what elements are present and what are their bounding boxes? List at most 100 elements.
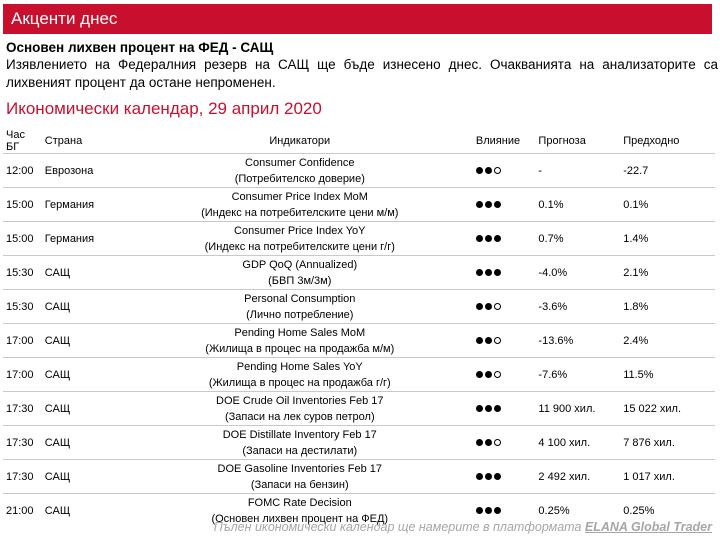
impact-dot-filled-icon [484, 507, 492, 515]
cell-impact [472, 323, 536, 358]
indicator-translation: (Лично потребление) [246, 308, 354, 321]
cell-time: 21:00 [6, 504, 34, 517]
cell-forecast: - [535, 153, 621, 188]
platform-link[interactable]: ELANA Global Trader [584, 520, 712, 534]
impact-dot-filled-icon [475, 473, 483, 481]
cell-impact [472, 459, 536, 494]
impact-dot-filled-icon [484, 201, 492, 209]
footer-note: Пълен икономически календар ще намерите … [0, 520, 712, 534]
cell-previous: 2.1% [620, 255, 715, 290]
table-row: 17:00 САЩ Pending Home Sales MoM (Жилища в … [3, 323, 715, 358]
cell-country: Еврозона [41, 153, 127, 188]
cell-previous: 1.8% [620, 289, 715, 324]
table-row: 17:30 САЩ DOE Gasoline Inventories Feb 17 (… [3, 459, 715, 494]
indicator-name: Pending Home Sales YoY [236, 360, 363, 373]
cell-country: САЩ [41, 289, 127, 324]
cell-indicator: Pending Home Sales YoY (Жилища в процес н… [126, 357, 473, 392]
header-forecast: Прогноза [535, 129, 621, 154]
table-header-row: Час БГ Страна Индикатори Влияние Прогноз… [3, 129, 715, 154]
cell-country: САЩ [41, 323, 127, 358]
table-row: 15:00 Германия Consumer Price Index MoM (Ин… [3, 187, 715, 222]
cell-previous: 2.4% [620, 323, 715, 358]
impact-dot-filled-icon [475, 235, 483, 243]
cell-indicator: FOMC Rate Decision (Основен лихвен процен… [127, 494, 473, 528]
impact-dot-filled-icon [484, 473, 492, 481]
impact-dot-empty-icon [493, 303, 501, 311]
economic-calendar-table: Час БГ Страна Индикатори Влияние Прогноз… [3, 129, 715, 527]
impact-dot-filled-icon [493, 269, 501, 277]
cell-impact [473, 494, 536, 528]
impact-dot-filled-icon [484, 269, 492, 277]
news-body: Изявлението на Федералния резерв на САЩ … [6, 57, 718, 90]
footer-text: Пълен икономически календар ще намерите … [213, 520, 585, 534]
cell-forecast: 0.25% [538, 504, 570, 517]
impact-dot-filled-icon [493, 473, 501, 481]
cell-time: 17:00 [3, 323, 42, 358]
cell-time: 15:00 [3, 187, 42, 222]
indicator-name: Consumer Confidence [245, 156, 355, 169]
cell-indicator: Consumer Price Index YoY (Индекс на потре… [126, 221, 473, 256]
cell-indicator: Consumer Confidence (Потребителско довери… [126, 153, 473, 188]
cell-time: 17:30 [3, 391, 42, 426]
cell-forecast: 0.1% [535, 187, 621, 222]
impact-dot-filled-icon [493, 405, 501, 413]
cell-previous: 11.5% [620, 357, 715, 392]
indicator-translation: (Запаси на бензин) [250, 478, 349, 491]
indicator-translation: (Жилища в процес на продажба м/м) [205, 342, 395, 355]
header-impact: Влияние [472, 129, 536, 154]
cell-indicator: DOE Crude Oil Inventories Feb 17 (Запаси … [126, 391, 473, 426]
indicator-translation: (Индекс на потребителските цени м/м) [201, 206, 399, 219]
impact-dot-filled-icon [475, 269, 483, 277]
table-row: 17:30 САЩ DOE Distillate Inventory Feb 17 (… [3, 425, 715, 460]
indicator-name: Consumer Price Index MoM [231, 190, 368, 203]
indicator-translation: (Потребителско доверие) [234, 172, 365, 185]
impact-dot-empty-icon [493, 439, 501, 447]
impact-dot-filled-icon [475, 439, 483, 447]
cell-time: 15:30 [3, 289, 42, 324]
cell-previous: -22.7 [620, 153, 715, 188]
banner-title: Акценти днес [11, 9, 118, 28]
impact-dot-empty-icon [493, 337, 501, 345]
indicator-name: DOE Gasoline Inventories Feb 17 [217, 462, 383, 475]
impact-dot-filled-icon [475, 507, 483, 515]
cell-country: Германия [41, 187, 127, 222]
cell-country: САЩ [41, 357, 127, 392]
cell-country: САЩ [41, 425, 127, 460]
cell-impact [472, 187, 536, 222]
impact-dot-filled-icon [484, 439, 492, 447]
impact-dot-filled-icon [484, 371, 492, 379]
impact-dot-filled-icon [493, 507, 501, 515]
impact-dot-filled-icon [475, 371, 483, 379]
impact-dot-empty-icon [493, 167, 501, 175]
table-row: 12:00 Еврозона Consumer Confidence (Потреби… [3, 153, 715, 188]
impact-dot-filled-icon [484, 167, 492, 175]
indicator-name: Pending Home Sales MoM [234, 326, 366, 339]
cell-indicator: Personal Consumption (Лично потребление) [126, 289, 473, 324]
table-row: 17:00 САЩ Pending Home Sales YoY (Жилища в … [3, 357, 715, 392]
header-country: Страна [41, 129, 127, 154]
header-time: Час БГ [3, 129, 42, 154]
indicator-translation: (Запаси на дестилати) [242, 444, 358, 457]
cell-indicator: Consumer Price Index MoM (Индекс на потре… [126, 187, 473, 222]
cell-country: Германия [41, 221, 127, 256]
cell-country: САЩ [41, 255, 127, 290]
table-row: 21:00 САЩ FOMC Rate Decision (Основен лихве… [3, 494, 715, 528]
cell-previous: 1 017 хил. [620, 459, 715, 494]
cell-impact [472, 289, 536, 324]
indicator-translation: (БВП 3м/3м) [268, 274, 332, 287]
header-previous: Предходно [620, 129, 715, 154]
cell-forecast: 11 900 хил. [535, 391, 621, 426]
header-indicators: Индикатори [126, 129, 473, 154]
table-row: 17:30 САЩ DOE Crude Oil Inventories Feb 17… [3, 391, 715, 426]
cell-indicator: DOE Distillate Inventory Feb 17 (Запаси н… [126, 425, 473, 460]
indicator-translation: (Индекс на потребителските цени г/г) [204, 240, 395, 253]
cell-previous: 1.4% [620, 221, 715, 256]
impact-dot-filled-icon [475, 201, 483, 209]
cell-previous: 15 022 хил. [620, 391, 715, 426]
cell-impact [472, 255, 536, 290]
indicator-name: DOE Distillate Inventory Feb 17 [222, 428, 377, 441]
indicator-translation: (Запаси на лек суров петрол) [224, 410, 375, 423]
news-headline: Основен лихвен процент на ФЕД - САЩ [6, 40, 274, 55]
cell-previous: 0.25% [623, 504, 655, 517]
cell-forecast: -4.0% [535, 255, 621, 290]
